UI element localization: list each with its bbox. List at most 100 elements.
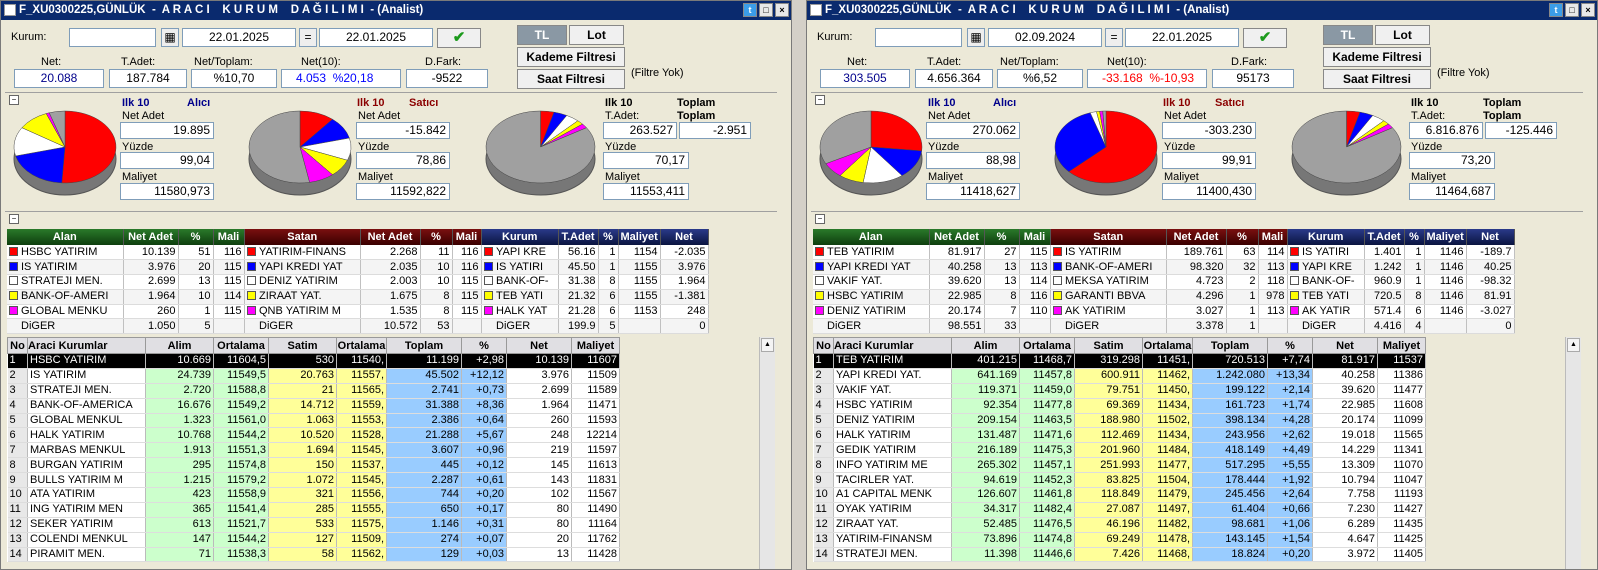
summary-row[interactable]: ZIRAAT YAT. 1.675 8 115 — [245, 289, 482, 305]
lot-toggle[interactable]: Lot — [569, 25, 624, 45]
summary-row[interactable]: YATIRIM-FINANS 2.268 11 116 — [245, 245, 482, 261]
broker-row[interactable]: 5 GLOBAL MENKUL 1.323 11561,0 1.063 11553, 2.3… — [7, 413, 620, 429]
summary-row[interactable]: YAPI KRE 56.16 1 1154 -2.035 — [482, 245, 709, 261]
broker-row[interactable]: 14 STRATEJI MEN. 11.398 11446,6 7.426 11468, 1… — [813, 547, 1426, 563]
broker-row[interactable]: 9 BULLS YATIRIM M 1.215 11579,2 1.072 11545, 2… — [7, 472, 620, 489]
broker-row[interactable]: 2 YAPI KREDI YAT. 641.169 11457,8 600.911 114… — [813, 368, 1426, 384]
broker-row[interactable]: 12 ZIRAAT YAT. 52.485 11476,5 46.196 11482, 98… — [813, 517, 1426, 533]
broker-row[interactable]: 4 BANK-OF-AMERICA 16.676 11549,2 14.712 11559… — [7, 398, 620, 414]
close-icon[interactable]: × — [1581, 3, 1595, 17]
broker-row[interactable]: 7 MARBAS MENKUL 1.913 11551,3 1.694 11545, 3.6… — [7, 442, 620, 459]
broker-row[interactable]: 8 INFO YATIRIM ME 265.302 11457,1 251.993 114… — [813, 457, 1426, 474]
kurum-input[interactable] — [69, 28, 156, 47]
scroll-up-icon[interactable]: ▲ — [761, 338, 774, 352]
summary-row[interactable]: MEKSA YATIRIM 4.723 2 118 — [1051, 274, 1288, 290]
scroll-up-icon[interactable]: ▲ — [1567, 338, 1580, 352]
broker-row[interactable]: 11 OYAK YATIRIM 34.317 11482,4 27.087 11497, 6… — [813, 502, 1426, 518]
broker-table-scrollbar[interactable]: ▲ — [1565, 337, 1581, 569]
summary-row[interactable]: DiGER 10.572 53 — [245, 318, 482, 335]
collapse-charts-icon[interactable]: − — [815, 95, 825, 105]
tl-toggle[interactable]: TL — [517, 25, 567, 45]
summary-row[interactable]: VAKIF YAT. 39.620 13 114 — [813, 274, 1051, 290]
summary-row[interactable]: BANK-OF- 31.38 8 1155 1.964 — [482, 274, 709, 290]
broker-row[interactable]: 1 HSBC YATIRIM 10.669 11604,5 530 11540, 11.19… — [7, 353, 620, 369]
broker-row[interactable]: 3 VAKIF YAT. 119.371 11459,0 79.751 11450, 199… — [813, 383, 1426, 399]
broker-row[interactable]: 2 IS YATIRIM 24.739 11549,5 20.763 11557, 45.5… — [7, 368, 620, 384]
broker-row[interactable]: 6 HALK YATIRIM 131.487 11471,6 112.469 11434,… — [813, 427, 1426, 444]
date-from-field[interactable]: 02.09.2024 — [988, 28, 1102, 47]
summary-row[interactable]: BANK-OF- 960.9 1 1146 -98.32 — [1288, 274, 1515, 290]
twitter-icon[interactable]: t — [743, 3, 757, 17]
date-to-field[interactable]: 22.01.2025 — [1125, 28, 1239, 47]
restore-icon[interactable]: □ — [759, 3, 773, 17]
calendar-icon[interactable]: ▦ — [161, 28, 179, 47]
tl-toggle[interactable]: TL — [1323, 25, 1373, 45]
broker-row[interactable]: 11 ING YATIRIM MEN 365 11541,4 285 11555, 650 +… — [7, 502, 620, 518]
summary-row[interactable]: TEB YATI 21.32 6 1155 -1.381 — [482, 289, 709, 305]
summary-row[interactable]: YAPI KRE 1.242 1 1146 40.25 — [1288, 259, 1515, 276]
summary-row[interactable]: DiGER 3.378 1 — [1051, 318, 1288, 335]
summary-row[interactable]: AK YATIRIM 3.027 1 113 — [1051, 304, 1288, 320]
lot-toggle[interactable]: Lot — [1375, 25, 1430, 45]
summary-row[interactable]: YAPI KREDI YAT 40.258 13 113 — [813, 259, 1051, 276]
window-title[interactable]: F_XU0300225,GÜNLÜK - A R A C I K U R U M… — [807, 1, 1597, 20]
kademe-filter-button[interactable]: Kademe Filtresi — [517, 47, 625, 67]
date-to-field[interactable]: 22.01.2025 — [319, 28, 433, 47]
summary-row[interactable]: AK YATIR 571.4 6 1146 -3.027 — [1288, 304, 1515, 320]
kurum-input[interactable] — [875, 28, 962, 47]
summary-row[interactable]: YAPI KREDI YAT 2.035 10 116 — [245, 259, 482, 276]
broker-row[interactable]: 4 HSBC YATIRIM 92.354 11477,8 69.369 11434, 16… — [813, 398, 1426, 414]
summary-row[interactable]: HSBC YATIRIM 22.985 8 116 — [813, 289, 1051, 305]
broker-row[interactable]: 13 COLENDI MENKUL 147 11544,2 127 11509, 274 +0… — [7, 532, 620, 548]
summary-row[interactable]: DiGER 1.050 5 — [7, 318, 245, 335]
broker-row[interactable]: 13 YATIRIM-FINANSM 73.896 11474,8 69.249 1147… — [813, 532, 1426, 548]
summary-row[interactable]: STRATEJI MEN. 2.699 13 115 — [7, 274, 245, 290]
summary-row[interactable]: DiGER 4.416 4 0 — [1288, 318, 1515, 335]
summary-row[interactable]: DiGER 98.551 33 — [813, 318, 1051, 335]
apply-check-icon[interactable]: ✔ — [1243, 28, 1287, 48]
kademe-filter-button[interactable]: Kademe Filtresi — [1323, 47, 1431, 67]
equals-button[interactable]: = — [299, 28, 317, 47]
broker-row[interactable]: 12 SEKER YATIRIM 613 11521,7 533 11575, 1.146 +… — [7, 517, 620, 533]
twitter-icon[interactable]: t — [1549, 3, 1563, 17]
summary-row[interactable]: TEB YATI 720.5 8 1146 81.91 — [1288, 289, 1515, 305]
date-from-field[interactable]: 22.01.2025 — [182, 28, 296, 47]
broker-row[interactable]: 10 A1 CAPITAL MENK 126.607 11461,8 118.849 11… — [813, 487, 1426, 503]
broker-row[interactable]: 10 ATA YATIRIM 423 11558,9 321 11556, 744 +0,20… — [7, 487, 620, 503]
window-title[interactable]: F_XU0300225,GÜNLÜK - A R A C I K U R U M… — [1, 1, 791, 20]
broker-row[interactable]: 14 PIRAMIT MEN. 71 11538,3 58 11562, 129 +0,03 1… — [7, 547, 620, 563]
summary-row[interactable]: IS YATIRIM 189.761 63 114 — [1051, 245, 1288, 261]
collapse-charts-icon[interactable]: − — [9, 95, 19, 105]
summary-row[interactable]: BANK-OF-AMERI 1.964 10 114 — [7, 289, 245, 305]
broker-row[interactable]: 9 TACIRLER YAT. 94.619 11452,3 83.825 11504, 1… — [813, 472, 1426, 489]
broker-row[interactable]: 6 HALK YATIRIM 10.768 11544,2 10.520 11528, 21… — [7, 427, 620, 444]
broker-row[interactable]: 1 TEB YATIRIM 401.215 11468,7 319.298 11451, 7… — [813, 353, 1426, 369]
broker-row[interactable]: 3 STRATEJI MEN. 2.720 11588,8 21 11565, 2.741 +… — [7, 383, 620, 399]
summary-row[interactable]: GARANTI BBVA 4.296 1 978 — [1051, 289, 1288, 305]
equals-button[interactable]: = — [1105, 28, 1123, 47]
summary-row[interactable]: IS YATIRI 1.401 1 1146 -189.7 — [1288, 245, 1515, 261]
saat-filter-button[interactable]: Saat Filtresi — [517, 69, 625, 89]
collapse-summary-icon[interactable]: − — [9, 214, 19, 224]
close-icon[interactable]: × — [775, 3, 789, 17]
saat-filter-button[interactable]: Saat Filtresi — [1323, 69, 1431, 89]
summary-row[interactable]: DENIZ YATIRIM 2.003 10 115 — [245, 274, 482, 290]
broker-row[interactable]: 5 DENIZ YATIRIM 209.154 11463,5 188.980 11502… — [813, 413, 1426, 429]
summary-row[interactable]: TEB YATIRIM 81.917 27 115 — [813, 245, 1051, 261]
summary-row[interactable]: GLOBAL MENKU 260 1 115 — [7, 304, 245, 320]
broker-row[interactable]: 8 BURGAN YATIRIM 295 11574,8 150 11537, 445 +0,… — [7, 457, 620, 474]
summary-row[interactable]: DENIZ YATIRIM 20.174 7 110 — [813, 304, 1051, 320]
summary-row[interactable]: HSBC YATIRIM 10.139 51 116 — [7, 245, 245, 261]
broker-table-scrollbar[interactable]: ▲ — [759, 337, 775, 569]
summary-row[interactable]: IS YATIRI 45.50 1 1155 3.976 — [482, 259, 709, 276]
summary-row[interactable]: IS YATIRIM 3.976 20 115 — [7, 259, 245, 276]
summary-row[interactable]: BANK-OF-AMERI 98.320 32 113 — [1051, 259, 1288, 276]
calendar-icon[interactable]: ▦ — [967, 28, 985, 47]
restore-icon[interactable]: □ — [1565, 3, 1579, 17]
summary-row[interactable]: DiGER 199.9 5 0 — [482, 318, 709, 335]
collapse-summary-icon[interactable]: − — [815, 214, 825, 224]
summary-row[interactable]: HALK YAT 21.28 6 1153 248 — [482, 304, 709, 320]
broker-row[interactable]: 7 GEDIK YATIRIM 216.189 11475,3 201.960 11484… — [813, 442, 1426, 459]
apply-check-icon[interactable]: ✔ — [437, 28, 481, 48]
summary-row[interactable]: QNB YATIRIM M 1.535 8 115 — [245, 304, 482, 320]
